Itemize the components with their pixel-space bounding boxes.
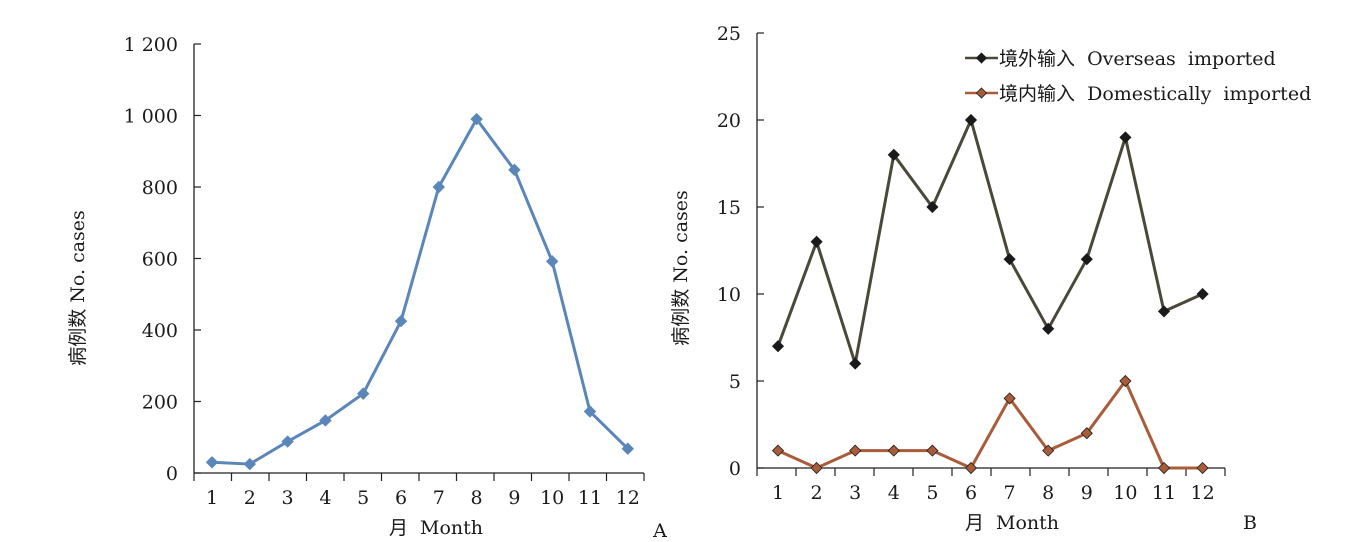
data-point: [810, 461, 823, 475]
data-point: [1003, 392, 1016, 405]
legend-marker-domestic: [975, 87, 988, 99]
data-point: [1157, 305, 1171, 318]
data-point: [849, 444, 862, 457]
x-tick-label: 11: [1152, 482, 1176, 504]
legend-marker-overseas: [975, 52, 988, 64]
x-tick-label: 10: [540, 487, 564, 509]
panel-label-b: B: [1243, 512, 1257, 534]
data-point: [1003, 253, 1016, 266]
x-tick-label: 2: [244, 487, 256, 509]
x-tick-label: 8: [1042, 482, 1054, 504]
x-tick-label: 4: [888, 482, 900, 504]
y-tick-label: 600: [142, 249, 178, 271]
y-tick-label: 10: [717, 284, 741, 306]
data-point: [887, 148, 900, 161]
data-point: [926, 200, 939, 214]
data-point: [621, 442, 635, 455]
data-point: [432, 180, 446, 194]
y-axis-title-b: 病例数 No. cases: [670, 190, 692, 346]
y-tick-label: 25: [717, 23, 741, 45]
x-tick-label: 3: [849, 482, 861, 504]
data-point: [1080, 253, 1093, 266]
x-tick-label: 6: [395, 487, 407, 509]
data-point: [1196, 287, 1209, 301]
data-point: [356, 387, 370, 400]
x-axis-title-a: 月 Month: [389, 517, 483, 539]
x-tick-label: 1: [772, 482, 784, 504]
legend-label-domestic: 境内输入 Domestically imported: [999, 83, 1311, 105]
y-tick-label: 400: [142, 320, 178, 342]
x-tick-label: 5: [926, 482, 938, 504]
x-tick-label: 6: [965, 482, 977, 504]
x-tick-label: 5: [357, 487, 369, 509]
x-tick-label: 8: [471, 487, 483, 509]
data-point: [243, 457, 257, 471]
x-tick-label: 12: [1191, 482, 1215, 504]
series-line-1: [211, 117, 629, 466]
y-tick-label: 5: [729, 371, 741, 393]
data-point: [583, 405, 597, 418]
x-tick-label: 4: [319, 487, 331, 509]
legend-b: 境外输入 Overseas imported 境内输入 Domestically…: [965, 48, 1311, 105]
data-point: [1119, 131, 1132, 144]
data-point: [281, 435, 294, 448]
y-tick-label: 20: [717, 110, 741, 132]
x-tick-label: 10: [1113, 482, 1137, 504]
series-line-1: [776, 118, 1204, 366]
y-tick-label: 0: [729, 458, 741, 480]
panel-label-a: A: [652, 520, 667, 542]
data-point: [849, 357, 862, 370]
data-point: [810, 235, 823, 248]
legend-label-overseas: 境外输入 Overseas imported: [999, 48, 1276, 70]
data-point: [1196, 461, 1209, 475]
y-tick-label: 1 000: [124, 106, 178, 128]
y-tick-label: 0: [166, 463, 178, 485]
data-point: [545, 255, 559, 268]
y-tick-label: 200: [142, 392, 178, 414]
data-point: [205, 456, 219, 469]
x-tick-label: 1: [206, 487, 218, 509]
data-point: [1157, 461, 1171, 475]
data-point: [1119, 374, 1132, 388]
x-tick-label: 7: [1004, 482, 1016, 504]
data-point: [926, 444, 939, 457]
legend-item-overseas: 境外输入 Overseas imported: [965, 48, 1276, 70]
x-tick-label: 7: [433, 487, 445, 509]
x-tick-label: 2: [811, 482, 823, 504]
y-tick-label: 15: [717, 197, 741, 219]
data-point: [319, 414, 332, 427]
x-tick-label: 9: [508, 487, 520, 509]
y-tick-label: 1 200: [124, 34, 178, 56]
data-point: [508, 163, 521, 177]
data-point: [1080, 427, 1093, 440]
data-point: [887, 444, 900, 457]
series-line-2: [777, 379, 1203, 470]
x-tick-label: 9: [1081, 482, 1093, 504]
data-point: [771, 340, 785, 353]
data-point: [394, 314, 408, 328]
data-point: [470, 112, 483, 126]
y-axis-title-a: 病例数 No. cases: [67, 210, 89, 366]
y-tick-label: 800: [142, 177, 178, 199]
x-tick-label: 12: [616, 487, 640, 509]
x-tick-label: 3: [282, 487, 294, 509]
x-axis-title-b: 月 Month: [965, 512, 1059, 534]
data-point: [1042, 322, 1055, 335]
data-point: [964, 113, 978, 127]
data-point: [771, 444, 785, 457]
data-point: [964, 461, 978, 475]
legend-item-domestic: 境内输入 Domestically imported: [965, 83, 1311, 105]
x-tick-label: 11: [578, 487, 602, 509]
data-point: [1042, 444, 1055, 457]
